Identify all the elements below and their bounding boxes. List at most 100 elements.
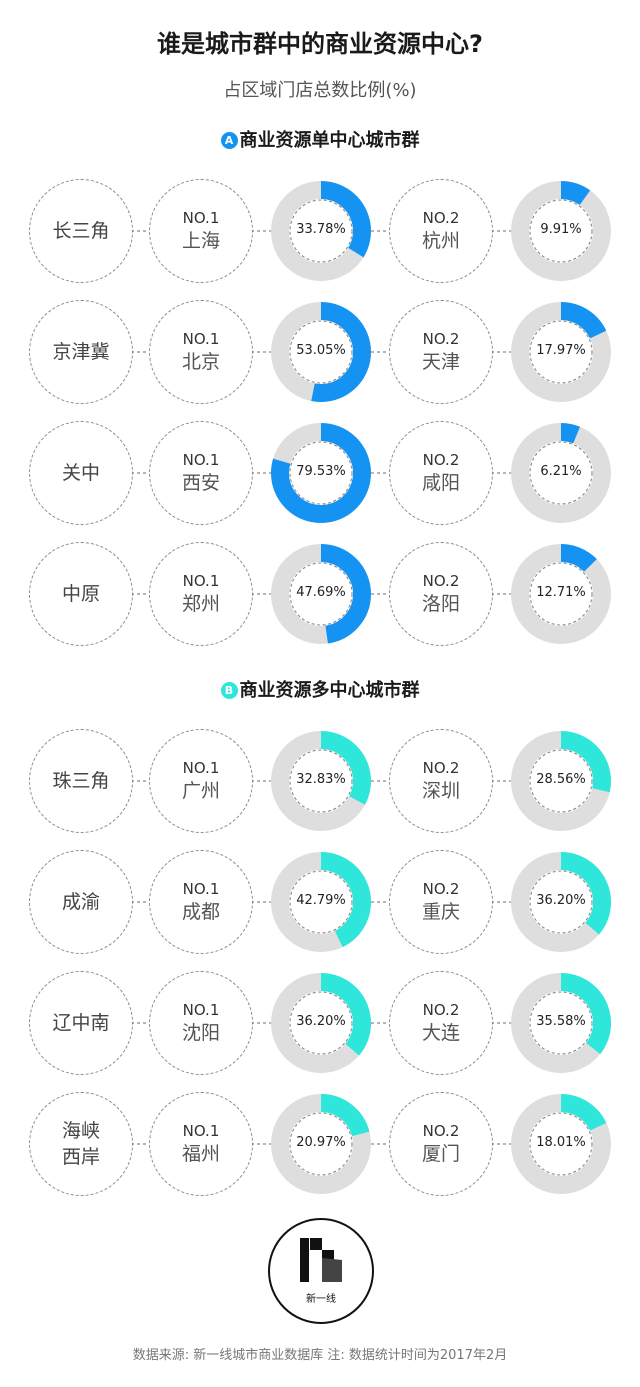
rank-label: NO.1 — [182, 1122, 220, 1140]
rank-label: NO.1 — [182, 1001, 220, 1019]
cluster-row: 海峡 西岸 NO.1 福州 20.97% NO.2 厦门 18.01% — [0, 1089, 640, 1199]
no2-city-circle: NO.2 天津 — [389, 300, 493, 404]
no1-donut-ring — [271, 1094, 371, 1194]
no1-donut-label: 42.79% — [296, 893, 346, 908]
donut-inner-border — [529, 1112, 593, 1176]
region-name: 关中 — [61, 462, 100, 484]
city-name: 成都 — [181, 901, 220, 923]
donut-value-arc — [271, 852, 371, 952]
donut-value-arc — [271, 1094, 371, 1194]
no2-city-text: NO.2 洛阳 — [390, 571, 492, 617]
no1-city-text: NO.1 西安 — [150, 450, 252, 496]
city-name: 深圳 — [421, 780, 460, 802]
no2-donut-ring — [511, 852, 611, 952]
no1-donut-label: 36.20% — [296, 1014, 346, 1029]
cluster-row: 辽中南 NO.1 沈阳 36.20% NO.2 大连 35.58% — [0, 968, 640, 1078]
donut-value-arc — [511, 1094, 611, 1194]
rank-label: NO.1 — [182, 759, 220, 777]
no2-city-text: NO.2 咸阳 — [390, 450, 492, 496]
region-circle: 关中 — [29, 421, 133, 525]
no1-city-circle: NO.1 北京 — [149, 300, 253, 404]
section-b-label: 商业资源多中心城市群 — [239, 680, 420, 701]
city-name: 厦门 — [421, 1143, 460, 1165]
no1-donut: 47.69% — [269, 542, 373, 646]
no2-donut-label: 17.97% — [536, 343, 586, 358]
section-a-header: A 商业资源单中心城市群 — [0, 126, 640, 152]
no2-donut: 12.71% — [509, 542, 613, 646]
section-a-badge: A — [220, 132, 238, 149]
no2-donut-ring — [511, 302, 611, 402]
cluster-row: 成渝 NO.1 成都 42.79% NO.2 重庆 36.20% — [0, 847, 640, 957]
no1-city-text: NO.1 上海 — [150, 208, 252, 254]
donut-value-arc — [511, 731, 611, 831]
region-circle: 中原 — [29, 542, 133, 646]
city-name: 北京 — [181, 351, 220, 373]
no1-city-circle: NO.1 福州 — [149, 1092, 253, 1196]
rank-label: NO.2 — [422, 209, 460, 227]
donut-value-arc — [271, 423, 371, 523]
no2-city-circle: NO.2 杭州 — [389, 179, 493, 283]
no2-city-circle: NO.2 洛阳 — [389, 542, 493, 646]
region-name: 珠三角 — [52, 770, 110, 792]
no1-city-text: NO.1 北京 — [150, 329, 252, 375]
no2-city-circle: NO.2 大连 — [389, 971, 493, 1075]
no2-city-circle: NO.2 重庆 — [389, 850, 493, 954]
no2-donut-label: 18.01% — [536, 1135, 586, 1150]
no1-donut-label: 79.53% — [296, 464, 346, 479]
region-name: 中原 — [61, 583, 100, 605]
rank-label: NO.1 — [182, 572, 220, 590]
no1-donut-ring — [271, 731, 371, 831]
no1-city-circle: NO.1 郑州 — [149, 542, 253, 646]
no2-donut-ring — [511, 973, 611, 1073]
no1-donut: 32.83% — [269, 729, 373, 833]
city-name: 大连 — [421, 1022, 460, 1044]
no1-donut: 79.53% — [269, 421, 373, 525]
no2-donut: 36.20% — [509, 850, 613, 954]
city-name: 杭州 — [421, 230, 460, 252]
region-circle: 长三角 — [29, 179, 133, 283]
no2-donut-label: 6.21% — [540, 464, 582, 479]
donut-inner-border — [289, 749, 353, 813]
no1-donut-ring — [271, 423, 371, 523]
no1-donut-ring — [271, 973, 371, 1073]
no1-donut-ring — [271, 544, 371, 644]
region-name: 海峡 西岸 — [61, 1120, 100, 1168]
region-name: 成渝 — [61, 891, 100, 913]
footer-source: 数据来源: 新一线城市商业数据库 注: 数据统计时间为2017年2月 — [132, 1348, 508, 1363]
no1-donut-label: 53.05% — [296, 343, 346, 358]
donut-value-arc — [511, 973, 611, 1073]
region-circle: 辽中南 — [29, 971, 133, 1075]
donut-value-arc — [271, 731, 371, 831]
no2-city-text: NO.2 杭州 — [390, 208, 492, 254]
no1-donut-label: 20.97% — [296, 1135, 346, 1150]
no2-city-text: NO.2 大连 — [390, 1000, 492, 1046]
cluster-row: 中原 NO.1 郑州 47.69% NO.2 洛阳 12.71% — [0, 539, 640, 649]
no2-city-circle: NO.2 咸阳 — [389, 421, 493, 525]
chart-title: 谁是城市群中的商业资源中心? — [157, 30, 483, 58]
donut-inner-border — [529, 870, 593, 934]
no2-city-circle: NO.2 厦门 — [389, 1092, 493, 1196]
city-name: 重庆 — [421, 901, 460, 923]
donut-inner-border — [289, 870, 353, 934]
donut-inner-border — [289, 320, 353, 384]
city-name: 洛阳 — [421, 593, 460, 615]
donut-value-arc — [511, 423, 611, 523]
no2-donut-label: 35.58% — [536, 1014, 586, 1029]
no2-city-text: NO.2 深圳 — [390, 758, 492, 804]
no1-donut: 20.97% — [269, 1092, 373, 1196]
donut-inner-border — [289, 1112, 353, 1176]
donut-value-arc — [511, 544, 611, 644]
region-circle: 珠三角 — [29, 729, 133, 833]
donut-value-arc — [271, 973, 371, 1073]
donut-inner-border — [529, 991, 593, 1055]
donut-inner-border — [289, 991, 353, 1055]
cluster-row: 长三角 NO.1 上海 33.78% NO.2 杭州 9.91% — [0, 176, 640, 286]
no2-donut: 9.91% — [509, 179, 613, 283]
no2-city-text: NO.2 重庆 — [390, 879, 492, 925]
no1-city-text: NO.1 广州 — [150, 758, 252, 804]
no1-donut: 33.78% — [269, 179, 373, 283]
donut-value-arc — [511, 181, 611, 281]
donut-inner-border — [529, 562, 593, 626]
donut-inner-border — [289, 199, 353, 263]
no1-city-text: NO.1 郑州 — [150, 571, 252, 617]
